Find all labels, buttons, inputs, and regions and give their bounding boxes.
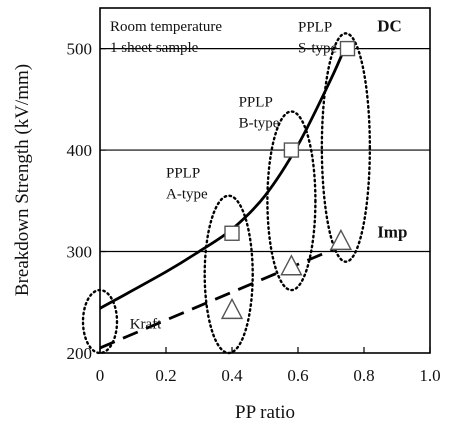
material-label-3-line-1: S-type <box>298 40 338 56</box>
material-label-3-line-0: PPLP <box>298 19 332 35</box>
y-tick-label-200: 200 <box>67 344 93 363</box>
material-label-1-line-0: PPLP <box>166 165 200 181</box>
gridlines <box>100 47 430 253</box>
axis-ticks: 200 300 400 500 0 0.2 0.4 0.6 0.8 1.0 <box>67 40 441 385</box>
series-label-imp: Imp <box>377 222 407 241</box>
material-label-2-line-1: B-type <box>239 115 280 131</box>
material-label-1-line-1: A-type <box>166 186 208 202</box>
material-group-ellipse-1 <box>203 194 254 355</box>
material-label-2-line-0: PPLP <box>239 94 273 110</box>
series-line-dc <box>99 40 349 310</box>
x-tick-label-0.8: 0.8 <box>353 366 374 385</box>
x-tick-label-0.4: 0.4 <box>221 366 243 385</box>
condition-line-2: 1 sheet sample <box>110 40 199 56</box>
y-tick-label-300: 300 <box>67 243 93 262</box>
x-tick-label-0.2: 0.2 <box>155 366 176 385</box>
material-group-ellipse-2 <box>266 110 317 292</box>
plot-frame <box>99 7 431 354</box>
series-line-imp <box>99 242 349 350</box>
triangle-marker-1 <box>280 254 303 276</box>
y-axis-label: Breakdown Strength (kV/mm) <box>12 64 33 296</box>
condition-line-1: Room temperature <box>110 19 222 35</box>
x-tick-label-1.0: 1.0 <box>419 366 440 385</box>
series-markers <box>220 40 356 320</box>
y-tick-label-500: 500 <box>67 40 93 59</box>
material-label-0-line-0: Kraft <box>130 317 162 333</box>
series-lines <box>99 40 349 350</box>
triangle-marker-0 <box>220 297 244 320</box>
triangle-marker-2 <box>329 228 353 251</box>
annotation-labels: DC Imp Kraft PPLP A-type PPLP B-type PPLP S-type <box>130 16 408 332</box>
square-marker-1 <box>283 142 300 158</box>
x-tick-label-0.6: 0.6 <box>287 366 308 385</box>
material-group-ellipse-3 <box>320 32 372 263</box>
square-marker-2 <box>339 40 356 57</box>
square-marker-0 <box>224 225 240 241</box>
material-group-ellipses <box>81 32 372 355</box>
x-tick-label-0: 0 <box>96 366 105 385</box>
y-tick-label-400: 400 <box>67 141 93 160</box>
series-label-dc: DC <box>377 16 402 35</box>
x-axis-label: PP ratio <box>235 402 295 423</box>
